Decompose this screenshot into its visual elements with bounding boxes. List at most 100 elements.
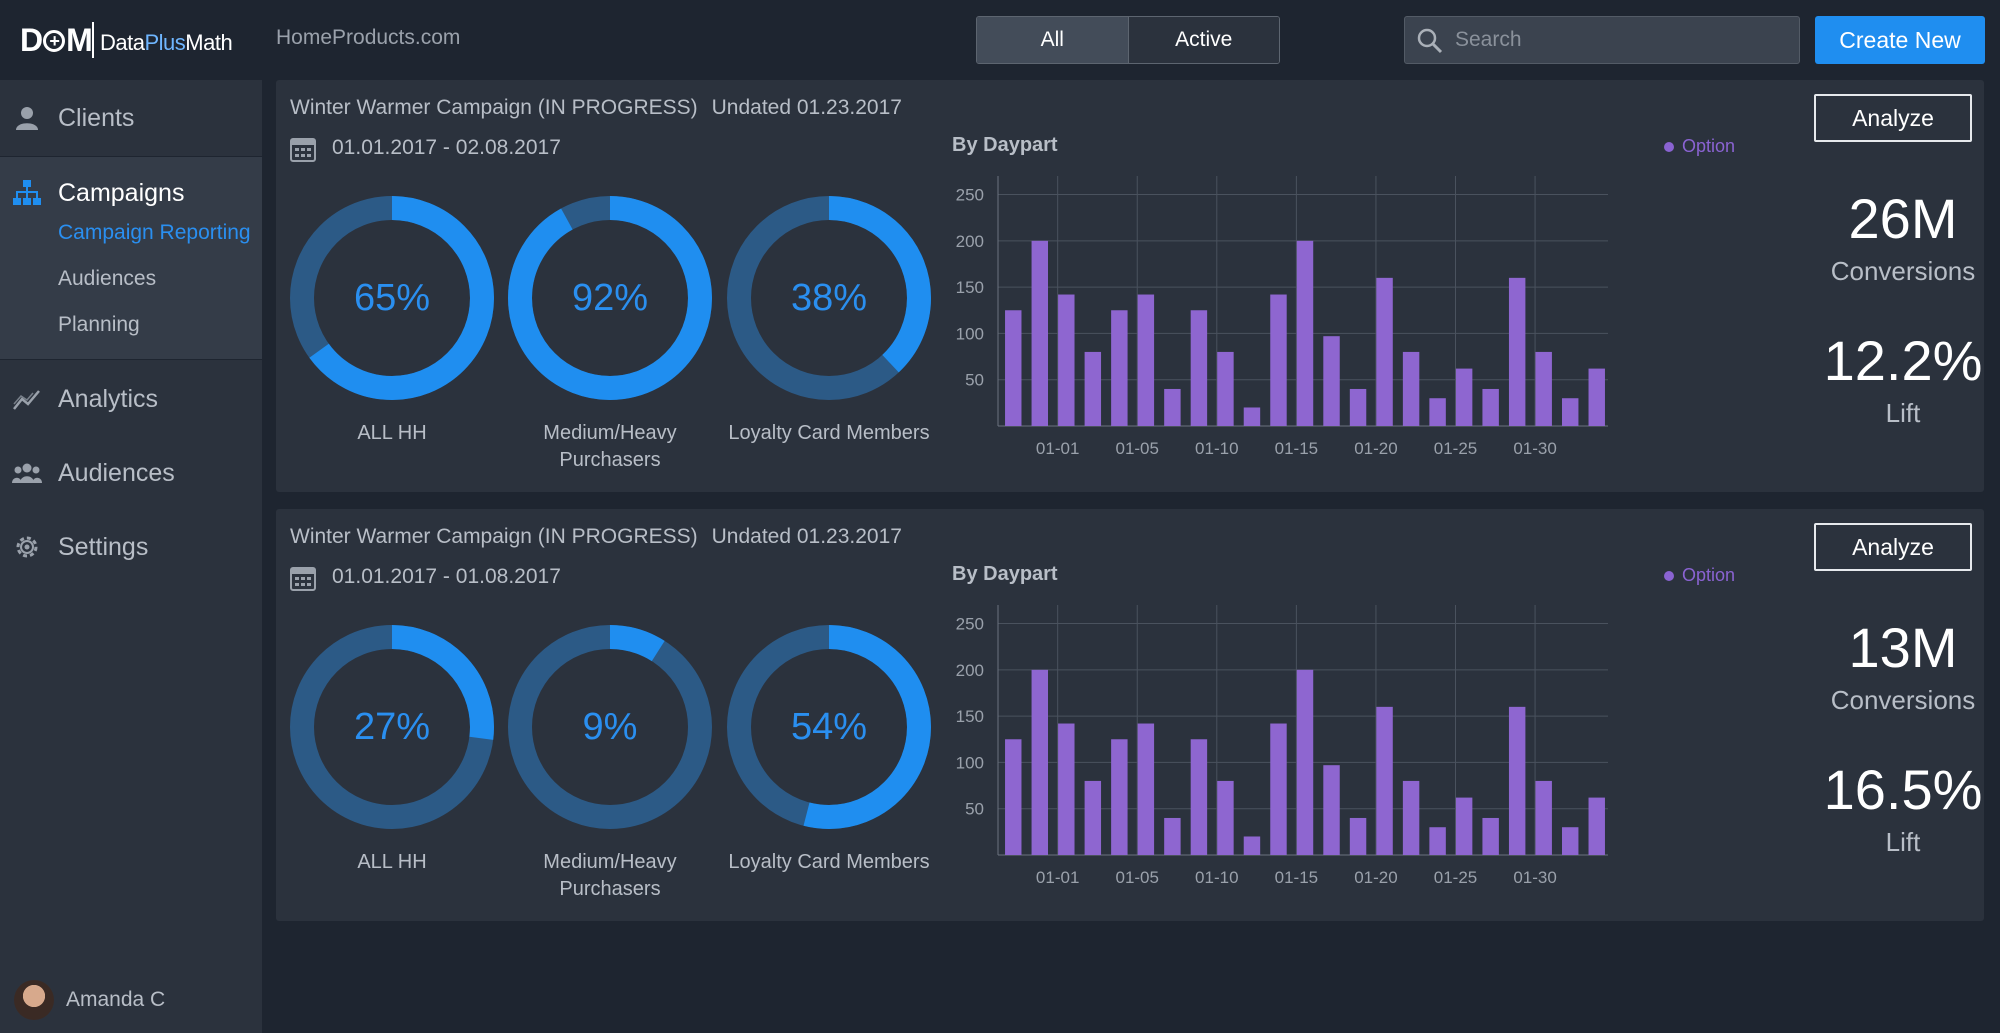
donut-arc	[290, 625, 494, 829]
sidebar-item-audiences[interactable]: Audiences	[0, 437, 262, 509]
chart-bar[interactable]	[1455, 368, 1473, 426]
chart-bar[interactable]	[1561, 398, 1579, 426]
chart-bar[interactable]	[1402, 351, 1420, 426]
chart-bar[interactable]	[1190, 739, 1208, 855]
create-new-button[interactable]: Create New	[1815, 16, 1985, 64]
donut-value: 9%	[582, 705, 638, 748]
chart-bar[interactable]	[1296, 669, 1314, 855]
search-box	[1404, 16, 1800, 64]
chart-bar[interactable]	[1164, 817, 1181, 855]
chart-bar[interactable]	[1270, 723, 1287, 855]
chart-bar[interactable]	[1535, 351, 1552, 426]
logo-mark-m: M	[66, 22, 93, 58]
y-tick-label: 200	[956, 661, 984, 680]
x-tick-label: 01-05	[1115, 439, 1158, 458]
chart-bar[interactable]	[1588, 368, 1605, 426]
chart-bar[interactable]	[1111, 739, 1128, 855]
sidebar-item-label: Audiences	[58, 458, 175, 487]
chart-bar[interactable]	[1137, 294, 1155, 426]
user-profile[interactable]: Amanda C	[14, 980, 165, 1020]
sidebar-item-clients[interactable]: Clients	[0, 82, 262, 154]
chart-bar[interactable]	[1482, 817, 1499, 855]
chart-bar[interactable]	[1270, 294, 1287, 426]
logo-wordmark: DataPlusMath	[100, 30, 233, 55]
toggle-active-button[interactable]: Active	[1128, 17, 1279, 63]
chart-bar[interactable]	[1058, 294, 1075, 426]
sidebar: D + M DataPlusMath Clients Campaigns Campa…	[0, 0, 262, 1033]
sidebar-item-settings[interactable]: Settings	[0, 511, 262, 583]
chart-bar[interactable]	[1323, 336, 1340, 426]
chart-bar[interactable]	[1349, 817, 1367, 855]
donut-value: 27%	[353, 705, 431, 748]
y-tick-label: 150	[956, 278, 984, 297]
y-tick-label: 150	[956, 707, 984, 726]
analyze-button[interactable]: Analyze	[1814, 94, 1972, 142]
toggle-all-button[interactable]: All	[977, 17, 1129, 63]
calendar-icon	[290, 136, 316, 167]
chart-legend[interactable]: Option	[1664, 565, 1735, 586]
avatar[interactable]	[14, 980, 54, 1020]
lift-value: 16.5%	[1823, 758, 1983, 821]
donut-label: ALL HH	[357, 851, 427, 873]
sidebar-item-analytics[interactable]: Analytics	[0, 363, 262, 435]
logo-bar: D + M DataPlusMath	[0, 0, 262, 80]
lift-value: 12.2%	[1823, 329, 1983, 392]
chart-bar[interactable]	[1588, 797, 1605, 855]
donut-chart	[727, 625, 931, 829]
logo[interactable]: D + M	[20, 22, 93, 59]
chart-bar[interactable]	[1296, 240, 1314, 426]
chart-bar[interactable]	[1164, 388, 1181, 426]
chart-bar[interactable]	[1402, 780, 1420, 855]
chart-bar[interactable]	[1429, 827, 1446, 855]
user-icon	[12, 103, 42, 133]
y-tick-label: 250	[956, 615, 984, 634]
gear-icon	[12, 532, 42, 562]
chart-bar[interactable]	[1455, 797, 1473, 855]
chart-bar[interactable]	[1376, 277, 1393, 426]
chart-bar[interactable]	[1349, 388, 1367, 426]
chart-bar[interactable]	[1217, 351, 1234, 426]
campaign-date-range: 01.01.2017 - 02.08.2017	[332, 136, 561, 159]
chart-bar[interactable]	[1482, 388, 1499, 426]
conversions-label: Conversions	[1830, 256, 1976, 286]
chart-bar[interactable]	[1111, 310, 1128, 426]
analyze-button[interactable]: Analyze	[1814, 523, 1972, 571]
chart-bar[interactable]	[1535, 780, 1552, 855]
chart-bar[interactable]	[1508, 706, 1526, 855]
calendar-icon	[290, 565, 316, 596]
y-tick-label: 250	[956, 186, 984, 205]
chart-legend[interactable]: Option	[1664, 136, 1735, 157]
lift-label: Lift	[1885, 827, 1921, 857]
chart-bar[interactable]	[1429, 398, 1446, 426]
chart-bar[interactable]	[1190, 310, 1208, 426]
chart-bar[interactable]	[1005, 739, 1022, 855]
chart-bar[interactable]	[1508, 277, 1526, 426]
donut-chart	[290, 625, 494, 829]
sidebar-subitem-campaign-reporting[interactable]: Campaign Reporting	[58, 221, 251, 244]
chart-bar[interactable]	[1376, 706, 1393, 855]
chart-bar[interactable]	[1217, 780, 1234, 855]
campaign-updated: Undated 01.23.2017	[711, 96, 902, 119]
donut-label: Loyalty Card Members	[728, 422, 930, 444]
x-tick-label: 01-05	[1115, 868, 1158, 887]
chart-bar[interactable]	[1243, 407, 1261, 426]
campaign-date-range: 01.01.2017 - 01.08.2017	[332, 565, 561, 588]
donut-label: Medium/Heavy Purchasers	[543, 422, 677, 471]
chart-bar[interactable]	[1031, 669, 1049, 855]
chart-bar[interactable]	[1323, 765, 1340, 855]
chart-bar[interactable]	[1031, 240, 1049, 426]
chart-bar[interactable]	[1058, 723, 1075, 855]
chart-bar[interactable]	[1005, 310, 1022, 426]
chart-bar[interactable]	[1137, 723, 1155, 855]
chart-bar[interactable]	[1243, 836, 1261, 855]
y-tick-label: 100	[956, 753, 984, 772]
sidebar-item-campaigns[interactable]: Campaigns	[0, 157, 262, 229]
sidebar-subitem-planning[interactable]: Planning	[58, 313, 140, 336]
search-input[interactable]	[1455, 17, 1785, 63]
donut-arc	[508, 625, 712, 829]
chart-bar[interactable]	[1084, 351, 1102, 426]
chart-bar[interactable]	[1561, 827, 1579, 855]
sidebar-subitem-audiences[interactable]: Audiences	[58, 267, 157, 290]
x-tick-label: 01-15	[1275, 439, 1318, 458]
chart-bar[interactable]	[1084, 780, 1102, 855]
